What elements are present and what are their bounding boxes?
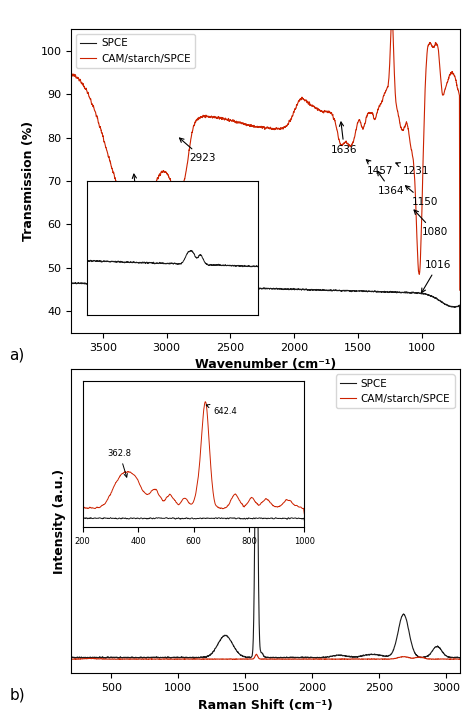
SPCE	[226, 283, 232, 292]
CAM/starch/SPCE	[316, 106, 322, 114]
SPCE	[299, 653, 305, 662]
SPCE	[68, 329, 74, 338]
Text: 1080: 1080	[414, 210, 448, 237]
CAM/starch/SPCE	[226, 117, 232, 126]
SPCE	[252, 550, 257, 559]
CAM/starch/SPCE	[273, 125, 279, 133]
Text: 2923: 2923	[180, 138, 216, 164]
SPCE	[457, 654, 463, 662]
CAM/starch/SPCE	[98, 126, 104, 135]
SPCE	[457, 391, 463, 400]
SPCE	[209, 649, 214, 658]
Text: 1016: 1016	[421, 260, 451, 292]
X-axis label: Raman Shift (cm⁻¹): Raman Shift (cm⁻¹)	[198, 699, 333, 712]
SPCE	[210, 283, 216, 292]
SPCE	[149, 653, 155, 662]
Legend: SPCE, CAM/starch/SPCE: SPCE, CAM/starch/SPCE	[336, 374, 455, 408]
CAM/starch/SPCE	[68, 207, 74, 216]
CAM/starch/SPCE	[315, 654, 321, 663]
Legend: SPCE, CAM/starch/SPCE: SPCE, CAM/starch/SPCE	[76, 34, 195, 68]
CAM/starch/SPCE	[427, 654, 433, 663]
CAM/starch/SPCE	[210, 114, 216, 122]
Text: 1231: 1231	[396, 163, 429, 177]
CAM/starch/SPCE	[299, 654, 305, 663]
Text: 1364: 1364	[377, 172, 405, 196]
SPCE	[427, 650, 433, 659]
SPCE	[315, 653, 321, 662]
CAM/starch/SPCE	[389, 10, 395, 19]
SPCE	[317, 286, 322, 295]
Y-axis label: Transmission (%): Transmission (%)	[22, 121, 35, 241]
Text: a): a)	[9, 348, 25, 363]
SPCE	[273, 284, 279, 292]
Line: SPCE: SPCE	[71, 383, 460, 659]
SPCE	[376, 287, 382, 296]
CAM/starch/SPCE	[68, 655, 74, 664]
CAM/starch/SPCE	[230, 655, 236, 664]
Line: SPCE: SPCE	[71, 274, 460, 395]
Y-axis label: Intensity (a.u.): Intensity (a.u.)	[53, 468, 65, 574]
CAM/starch/SPCE	[457, 286, 463, 295]
CAM/starch/SPCE	[209, 654, 214, 663]
Line: CAM/starch/SPCE: CAM/starch/SPCE	[71, 654, 460, 660]
CAM/starch/SPCE	[252, 653, 257, 662]
Text: 1636: 1636	[331, 122, 357, 155]
SPCE	[68, 654, 74, 663]
CAM/starch/SPCE	[149, 654, 155, 663]
CAM/starch/SPCE	[254, 650, 259, 659]
Text: 3261: 3261	[123, 174, 150, 203]
CAM/starch/SPCE	[457, 655, 463, 664]
X-axis label: Wavenumber (cm⁻¹): Wavenumber (cm⁻¹)	[195, 358, 336, 371]
CAM/starch/SPCE	[376, 104, 382, 112]
Text: 1150: 1150	[405, 186, 438, 207]
Line: CAM/starch/SPCE: CAM/starch/SPCE	[71, 14, 460, 290]
SPCE	[173, 270, 179, 279]
SPCE	[98, 279, 104, 288]
Text: 1457: 1457	[366, 160, 393, 177]
Text: b): b)	[9, 688, 25, 703]
SPCE	[254, 379, 259, 387]
